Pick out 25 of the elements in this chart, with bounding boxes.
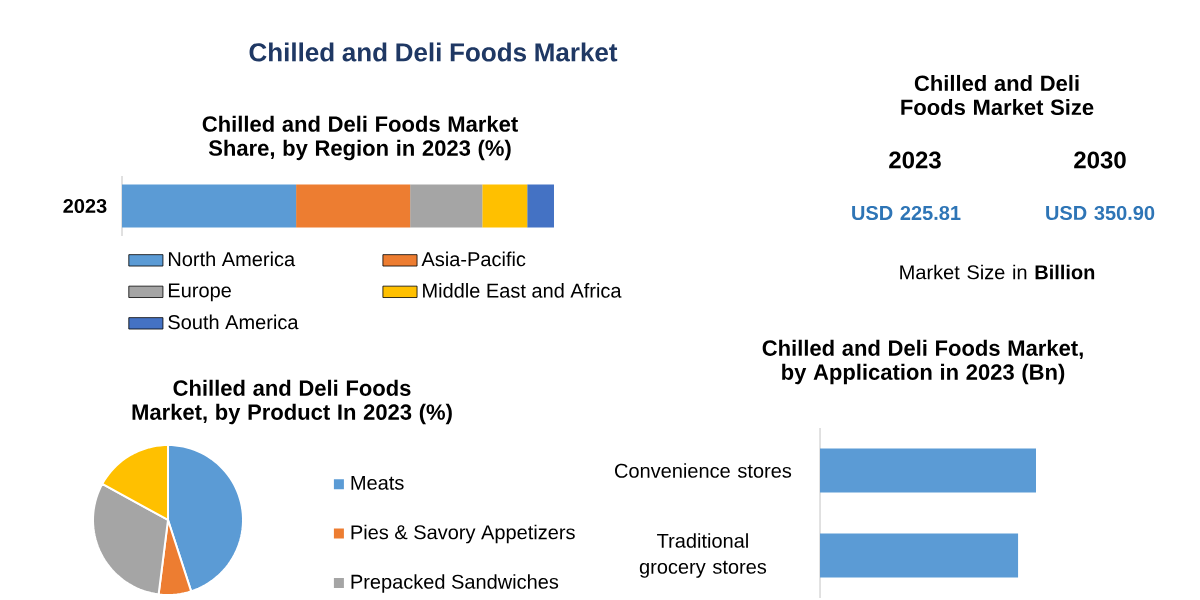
chart-title: Chilled and Deli Foods Market, by Product In 2023 (%) [132, 379, 452, 425]
bar [296, 184, 411, 228]
text: 2023 [889, 151, 941, 169]
text: Market Size in Billion [900, 264, 1095, 280]
bar [482, 184, 528, 228]
chart-subtitle: Chilled and Deli Foods Market Share, by Region in 2023 (%) [202, 115, 518, 161]
text: USD 225.81 [852, 205, 961, 221]
legend-label: Prepacked Sandwiches [351, 574, 559, 593]
y-tick-label: Convenience stores [615, 463, 792, 478]
bar [527, 184, 554, 228]
text: 2030 [1074, 151, 1126, 169]
legend-label: Middle East and Africa [423, 283, 622, 298]
text: Chilled and Deli Foods Market Size [901, 74, 1094, 116]
chart-title: Chilled and Deli Foods Market, by Application in 2023 (Bn) [762, 339, 1083, 385]
text: USD 350.90 [1046, 205, 1155, 221]
bar [410, 184, 483, 228]
legend-label: Asia-Pacific [421, 251, 526, 267]
legend-label: Pies & Savory Appetizers [351, 524, 575, 544]
legend-label: North America [168, 251, 296, 267]
bar [122, 184, 297, 228]
legend-label: Europe [168, 283, 231, 302]
y-tick-label: Traditional grocery stores [639, 533, 767, 578]
legend-label: Meats [351, 475, 404, 490]
legend-label: South America [168, 314, 299, 330]
chart-title: Chilled and Deli Foods Market [249, 42, 618, 62]
